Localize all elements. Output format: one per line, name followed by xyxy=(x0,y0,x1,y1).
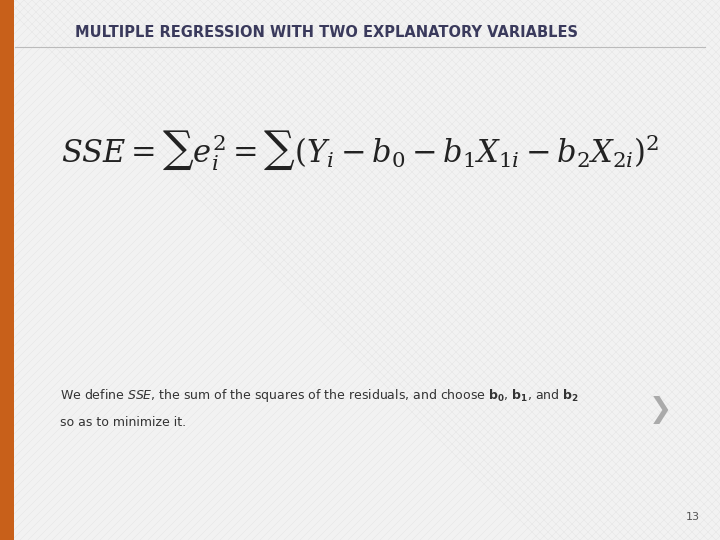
Text: ❯: ❯ xyxy=(649,396,672,424)
Text: We define $\mathit{SSE}$, the sum of the squares of the residuals, and choose $\: We define $\mathit{SSE}$, the sum of the… xyxy=(60,387,579,403)
Text: 13: 13 xyxy=(686,512,700,522)
Text: $SSE = \sum e_i^2 = \sum (Y_i - b_0 - b_1 X_{1i} - b_2 X_{2i})^2$: $SSE = \sum e_i^2 = \sum (Y_i - b_0 - b_… xyxy=(60,128,660,172)
FancyBboxPatch shape xyxy=(0,0,14,540)
Text: so as to minimize it.: so as to minimize it. xyxy=(60,415,186,429)
Text: MULTIPLE REGRESSION WITH TWO EXPLANATORY VARIABLES: MULTIPLE REGRESSION WITH TWO EXPLANATORY… xyxy=(75,25,578,40)
